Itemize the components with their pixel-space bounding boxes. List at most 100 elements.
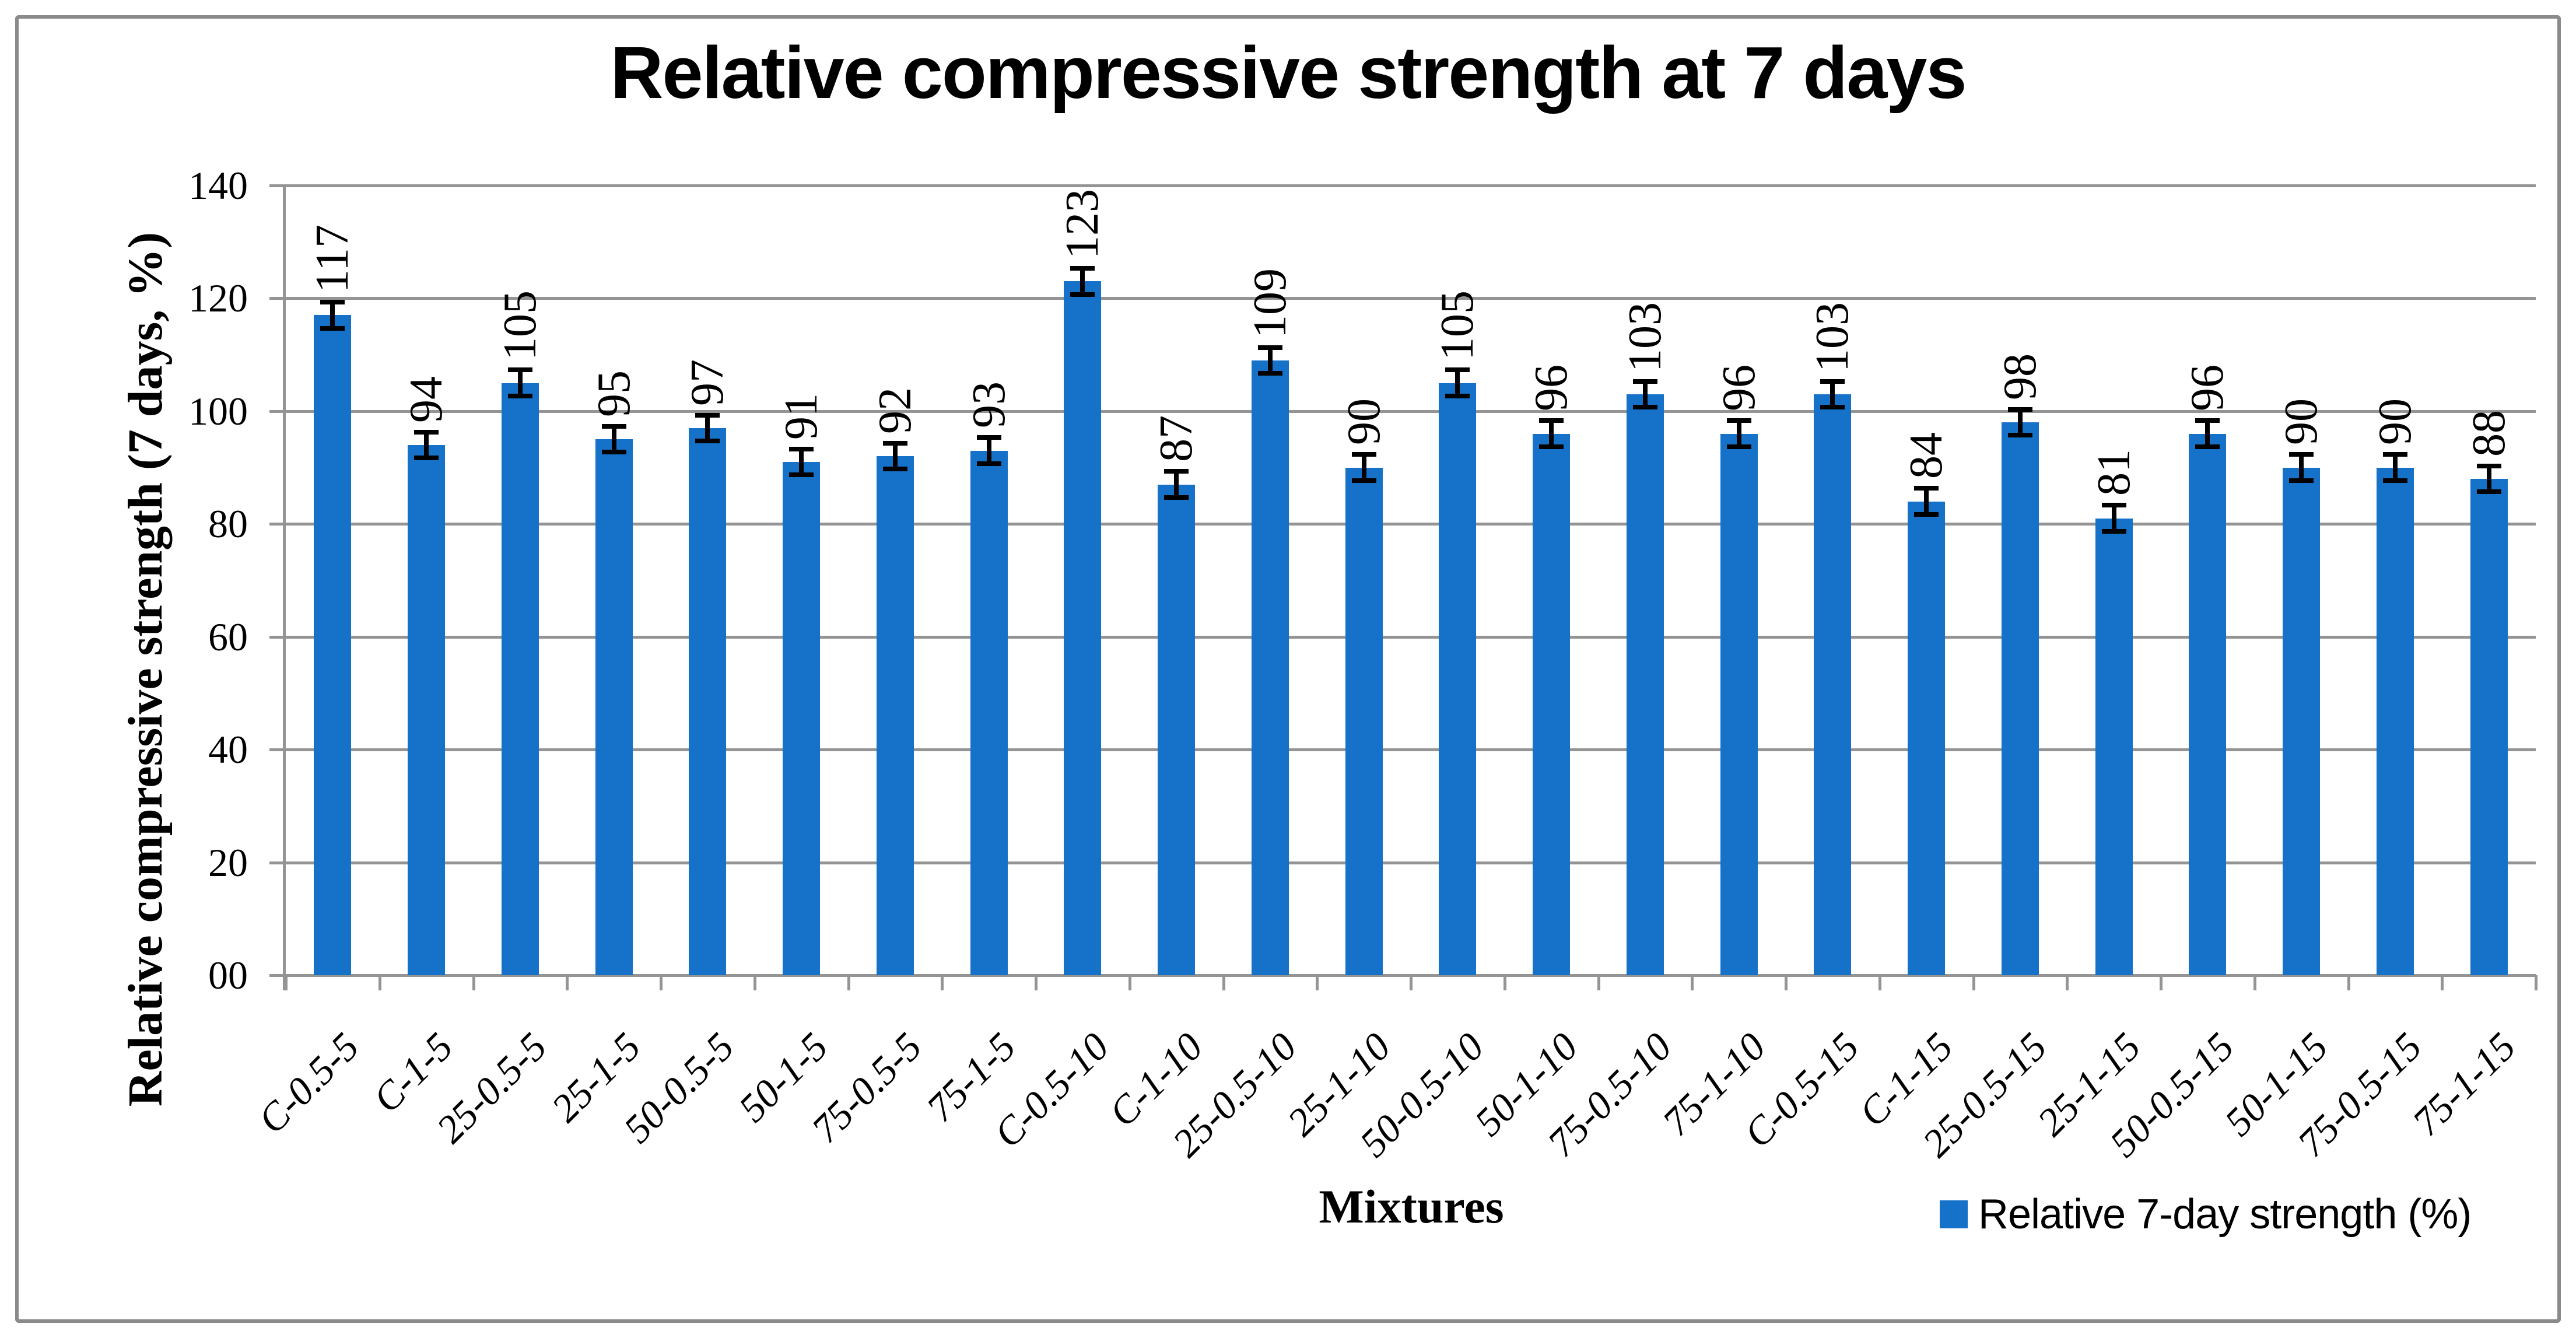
error-bar-cap-top <box>1445 367 1470 373</box>
gridline <box>286 748 2536 752</box>
error-bar-cap-top <box>601 423 626 429</box>
error-bar-cap-top <box>507 367 532 373</box>
bar-value-label: 105 <box>1432 290 1484 361</box>
bar-value-label: 98 <box>1994 353 2046 400</box>
error-bar-cap-top <box>882 440 907 446</box>
error-bar-whisker <box>1736 421 1741 447</box>
bar-value-label: 87 <box>1151 415 1203 463</box>
bar-value-label: 105 <box>494 290 546 361</box>
y-tick-label: 00 <box>208 953 248 997</box>
legend-label: Relative 7-day strength (%) <box>1978 1191 2472 1238</box>
x-axis-tick <box>1222 975 1225 990</box>
y-tick-label: 140 <box>188 163 248 208</box>
x-axis-tick <box>2066 975 2069 990</box>
x-axis-tick <box>2535 975 2538 990</box>
error-bar-whisker <box>517 370 523 396</box>
gridline <box>286 184 2536 187</box>
error-bar-cap-top <box>1070 266 1095 271</box>
bar <box>876 456 914 975</box>
error-bar-whisker <box>1830 381 1835 408</box>
error-bar-cap-bottom <box>1726 444 1751 449</box>
error-bar-cap-bottom <box>1257 371 1282 376</box>
error-bar-cap-top <box>976 435 1001 440</box>
bar <box>1251 360 1289 975</box>
error-bar-whisker <box>799 449 804 475</box>
x-axis-tick <box>2347 975 2350 990</box>
error-bar-cap-bottom <box>1914 512 1939 517</box>
bar-value-label: 109 <box>1244 268 1296 338</box>
error-bar-whisker <box>2111 505 2116 531</box>
bar-value-label: 97 <box>682 359 734 406</box>
error-bar-cap-bottom <box>1351 478 1376 483</box>
bar-value-label: 123 <box>1057 189 1109 260</box>
gridline <box>286 635 2536 639</box>
x-axis-title: Mixtures <box>1319 1180 1504 1233</box>
error-bar-cap-top <box>2101 503 2126 508</box>
y-axis-tick <box>269 523 286 526</box>
bar-value-label: 90 <box>1338 398 1390 446</box>
y-tick-label: 80 <box>208 502 248 547</box>
bar <box>970 450 1008 975</box>
bar <box>2095 518 2133 975</box>
error-bar-whisker <box>1455 370 1460 396</box>
y-tick-label: 120 <box>188 276 248 321</box>
error-bar-whisker <box>330 302 335 328</box>
error-bar-whisker <box>1080 268 1085 295</box>
error-bar-cap-top <box>2195 418 2220 423</box>
gridline <box>286 861 2536 864</box>
legend: Relative 7-day strength (%) <box>1940 1188 2472 1241</box>
error-bar-cap-top <box>320 300 345 305</box>
bar <box>1533 433 1571 975</box>
bar-value-label: 96 <box>1526 365 1578 412</box>
bar <box>2470 478 2508 975</box>
error-bar-whisker <box>611 426 616 453</box>
bar-value-label: 95 <box>588 370 640 417</box>
error-bar-cap-top <box>695 412 720 418</box>
bar <box>501 383 539 975</box>
bar <box>2189 433 2227 975</box>
y-tick-label: 60 <box>208 614 248 659</box>
y-axis-tick <box>269 297 286 300</box>
x-axis-tick <box>941 975 944 990</box>
bar <box>783 461 821 975</box>
error-bar-whisker <box>1361 454 1366 481</box>
error-bar-cap-bottom <box>1445 393 1470 398</box>
y-axis-tick <box>269 861 286 864</box>
error-bar-cap-bottom <box>882 467 907 472</box>
error-bar-cap-bottom <box>695 439 720 444</box>
x-axis-tick <box>1691 975 1694 990</box>
bar-value-label: 96 <box>1713 365 1765 412</box>
bar <box>1439 383 1477 975</box>
bar-value-label: 103 <box>1807 302 1859 372</box>
error-bar-cap-bottom <box>2195 444 2220 449</box>
error-bar-cap-bottom <box>1632 405 1657 410</box>
bar-value-label: 88 <box>2463 409 2515 457</box>
bar <box>1626 394 1664 975</box>
x-axis-tick <box>1597 975 1600 990</box>
x-axis-tick <box>1503 975 1506 990</box>
error-bar-cap-bottom <box>1539 444 1564 449</box>
x-axis-tick <box>753 975 756 990</box>
bar <box>1908 501 1946 975</box>
bar <box>595 439 633 975</box>
error-bar-cap-top <box>1539 418 1564 423</box>
error-bar-whisker <box>1174 471 1179 498</box>
y-axis-tick <box>269 409 286 413</box>
bar <box>1720 433 1758 975</box>
error-bar-cap-bottom <box>2382 478 2407 483</box>
x-axis-tick <box>2253 975 2256 990</box>
error-bar-whisker <box>2017 409 2023 436</box>
y-axis-tick <box>269 184 286 187</box>
error-bar-cap-top <box>1726 418 1751 423</box>
chart-title: Relative compressive strength at 7 days <box>610 31 1967 114</box>
error-bar-cap-top <box>2476 463 2501 468</box>
bar <box>314 315 352 975</box>
legend-swatch <box>1940 1200 1968 1228</box>
y-axis-tick <box>269 974 286 977</box>
error-bar-whisker <box>705 415 710 442</box>
error-bar-whisker <box>1642 381 1648 408</box>
bar <box>1345 467 1383 975</box>
bar <box>1814 394 1852 975</box>
x-axis-tick <box>378 975 381 990</box>
